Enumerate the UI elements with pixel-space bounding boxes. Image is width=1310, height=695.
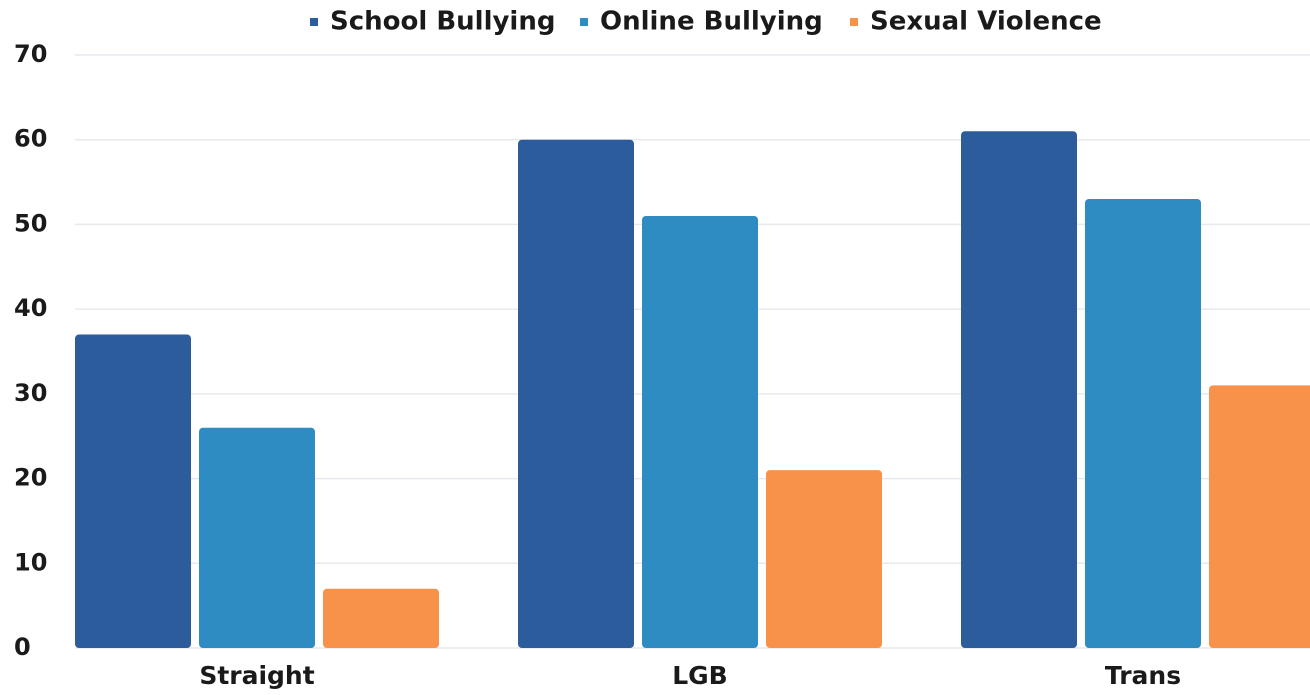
legend-marker [310,18,318,26]
bar [642,215,758,648]
x-tick-label: Trans [1105,661,1181,690]
bar [199,427,315,648]
y-tick-label: 40 [14,294,47,322]
y-tick-label: 20 [14,464,47,492]
y-tick-label: 10 [14,548,47,576]
legend-marker [850,18,858,26]
x-tick-label: LGB [672,661,728,690]
legend-label: School Bullying [330,7,555,37]
y-tick-label: 70 [14,40,47,68]
bar [518,139,634,648]
bar [766,470,882,648]
bar [75,334,191,648]
legend-label: Online Bullying [600,7,823,37]
bar [1085,199,1201,648]
legend-label: Sexual Violence [870,7,1102,37]
y-tick-label: 50 [14,209,47,237]
bar [961,131,1077,648]
y-tick-label: 0 [14,633,31,661]
x-tick-label: Straight [199,661,314,690]
y-tick-label: 60 [14,125,47,153]
legend-marker [580,18,588,26]
bar [1209,385,1310,648]
bar [323,588,439,648]
y-tick-label: 30 [14,379,47,407]
